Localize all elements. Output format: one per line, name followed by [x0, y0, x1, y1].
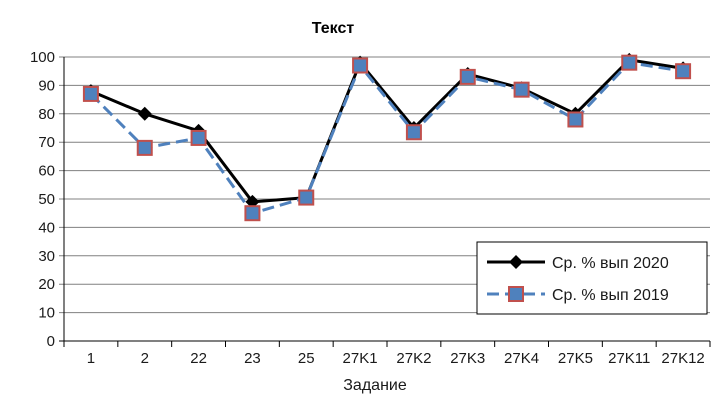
data-point	[513, 81, 530, 98]
x-tick-label: 27K5	[558, 350, 593, 367]
y-tick-label: 40	[38, 219, 55, 236]
series-group	[82, 52, 692, 222]
data-point	[621, 54, 638, 71]
data-point	[352, 57, 369, 74]
y-tick-label: 10	[38, 305, 55, 322]
data-point	[298, 189, 315, 206]
x-tick-label: 23	[244, 350, 261, 367]
chart-title: Текст	[312, 20, 355, 37]
y-tick-label: 30	[38, 248, 55, 265]
x-tick-label: 27K1	[343, 350, 378, 367]
x-axis-label: Задание	[343, 377, 407, 394]
x-axis-ticks: 1 2 22 23 25 27K1 27K2 27K3 27K4 27K5 27K11 27K12	[87, 350, 705, 367]
data-point	[136, 139, 153, 156]
x-tick-label: 22	[190, 350, 207, 367]
y-tick-label: 90	[38, 77, 55, 94]
y-tick-label: 20	[38, 276, 55, 293]
data-point	[405, 124, 422, 141]
x-tick-label: 1	[87, 350, 95, 367]
data-point	[675, 63, 692, 80]
legend: Ср. % вып 2020 Ср. % вып 2019	[476, 241, 708, 315]
data-point	[190, 129, 207, 146]
y-tick-label: 80	[38, 106, 55, 123]
data-point	[137, 106, 152, 121]
data-point	[567, 111, 584, 128]
x-tick-label: 27K12	[661, 350, 704, 367]
series-line-0	[90, 58, 684, 204]
y-axis-ticks: 0 10 20 30 40 50 60 70 80 90 100	[30, 49, 55, 350]
y-tick-label: 70	[38, 134, 55, 151]
y-tick-label: 50	[38, 191, 55, 208]
grid	[59, 56, 711, 347]
data-point	[82, 85, 99, 102]
y-tick-label: 0	[47, 333, 55, 350]
x-tick-label: 27K2	[396, 350, 431, 367]
x-tick-label: 27K4	[504, 350, 539, 367]
legend-label-2020: Ср. % вып 2020	[552, 255, 669, 272]
x-tick-label: 27K11	[608, 350, 650, 367]
x-tick-label: 27K3	[450, 350, 485, 367]
y-tick-label: 60	[38, 163, 55, 180]
y-tick-label: 100	[30, 49, 55, 66]
legend-box	[476, 241, 708, 315]
legend-marker-2020	[509, 255, 523, 269]
data-point	[244, 205, 261, 222]
x-tick-label: 2	[141, 350, 149, 367]
legend-label-2019: Ср. % вып 2019	[552, 287, 669, 304]
x-tick-label: 25	[298, 350, 315, 367]
data-point	[459, 68, 476, 85]
legend-marker-2019	[508, 286, 524, 302]
